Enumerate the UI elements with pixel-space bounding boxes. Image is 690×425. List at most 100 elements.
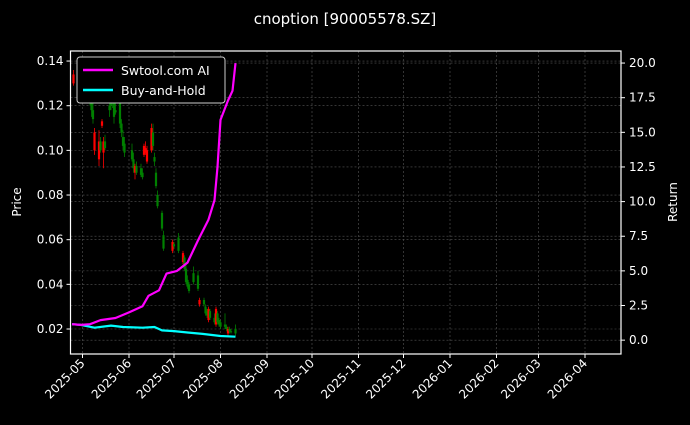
y-axis-right: 0.0 2.5 5.0 7.5 10.0 12.5 15.0 17.5 20.0 (621, 56, 656, 347)
buy-and-hold-line (71, 323, 236, 338)
grid (70, 51, 621, 354)
candle (204, 304, 207, 316)
candle-body (160, 212, 164, 229)
candle-body (184, 268, 188, 283)
y-tick-label-left: 0.14 (37, 54, 64, 68)
candle-body (225, 326, 228, 329)
candle (184, 264, 188, 285)
candle (186, 275, 189, 289)
candle-body (151, 132, 155, 146)
candle-body (91, 110, 95, 120)
y-tick-label-right: 15.0 (629, 125, 656, 139)
candle (103, 134, 107, 151)
y-tick-label-left: 0.02 (37, 322, 64, 336)
candle (219, 320, 222, 329)
candle-body (156, 195, 159, 207)
candle-body (133, 165, 137, 173)
candle-body (208, 311, 212, 318)
candle (217, 317, 221, 327)
y-tick-label-right: 12.5 (629, 160, 656, 174)
candle-body (90, 101, 93, 111)
candle-body (172, 244, 176, 247)
candle (151, 123, 155, 151)
candle (207, 306, 210, 323)
candle (198, 297, 201, 307)
candle-body (139, 168, 143, 175)
candle-body (207, 308, 210, 321)
candle (97, 130, 101, 166)
chart-title: cnoption [90005578.SZ] (254, 10, 437, 28)
candle-body (99, 141, 102, 151)
candle-body (145, 150, 149, 162)
y-tick-label-right: 17.5 (629, 91, 656, 105)
candle (172, 241, 176, 249)
candle (202, 297, 206, 307)
candle (102, 136, 105, 169)
candle-body (202, 299, 206, 305)
candle (225, 324, 228, 332)
candle-body (223, 324, 227, 327)
candle-body (171, 241, 174, 251)
return-lines (71, 62, 237, 338)
candle-body (228, 328, 231, 332)
y-tick-label-right: 10.0 (629, 195, 656, 209)
candle (153, 152, 156, 166)
y-tick-label-right: 0.0 (629, 333, 648, 347)
candle (139, 163, 143, 178)
candle-body (112, 103, 116, 117)
strategy-return-line (71, 62, 237, 326)
legend: Swtool.com AI Buy-and-Hold (76, 56, 226, 104)
y-tick-label-left: 0.08 (37, 188, 64, 202)
candle-body (181, 253, 185, 263)
y-tick-label-left: 0.12 (37, 99, 64, 113)
candle (214, 306, 218, 327)
candle-body (213, 317, 216, 323)
candle-body (100, 121, 104, 126)
candle (99, 136, 102, 153)
candle (177, 232, 180, 254)
y-axis-left: 0.02 0.04 0.06 0.08 0.10 0.12 0.14 (37, 54, 71, 336)
candle (130, 143, 134, 162)
candle (91, 103, 95, 124)
candle (144, 141, 147, 155)
candle (135, 161, 138, 175)
y-tick-label-right: 20.0 (629, 56, 656, 70)
candle-body (103, 141, 107, 149)
candle (171, 239, 174, 254)
candle (228, 326, 231, 334)
candle-body (162, 235, 165, 249)
candle-body (183, 257, 186, 269)
candle-body (186, 279, 189, 287)
candle (123, 136, 126, 158)
candle (226, 326, 230, 336)
candle (162, 230, 165, 251)
legend-label-strategy: Swtool.com AI (121, 63, 210, 78)
candle-body (108, 105, 111, 111)
candle (132, 152, 135, 173)
candle (181, 250, 185, 265)
candle (229, 328, 233, 334)
candle-body (177, 237, 180, 251)
y-tick-label-left: 0.04 (37, 277, 64, 291)
candle (183, 255, 186, 271)
candle (234, 324, 237, 336)
candle (72, 69, 75, 86)
candle-body (72, 74, 75, 84)
candle (133, 163, 137, 180)
candle-body (135, 165, 138, 173)
candle (213, 313, 216, 325)
candle (154, 168, 158, 189)
candle (208, 308, 212, 321)
candle-body (141, 172, 144, 178)
y-tick-label-right: 5.0 (629, 264, 648, 278)
candle-body (196, 275, 200, 289)
y-tick-label-right: 7.5 (629, 229, 648, 243)
candle-body (198, 299, 201, 305)
candle-body (150, 128, 153, 151)
y-axis-label-right: Return (666, 182, 680, 222)
candle (93, 128, 96, 155)
candle-body (229, 331, 233, 333)
candle (205, 308, 209, 318)
plot-frame (69, 50, 622, 355)
